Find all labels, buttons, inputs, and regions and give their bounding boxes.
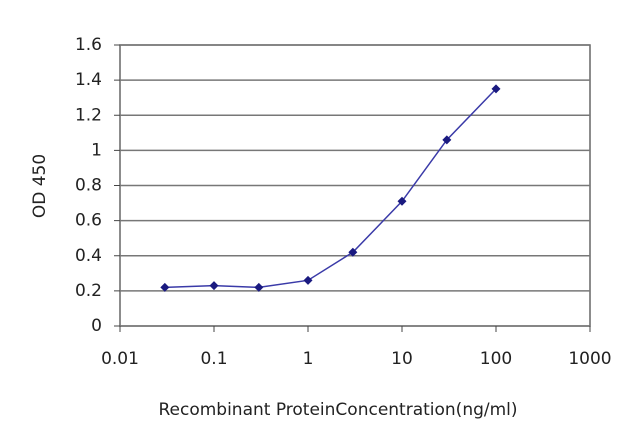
data-point — [254, 282, 264, 292]
y-tick-label: 1.4 — [75, 70, 102, 90]
y-tick-label: 1 — [91, 140, 102, 160]
data-point — [160, 282, 170, 292]
x-tick-label: 0.1 — [200, 349, 227, 369]
data-point — [442, 135, 452, 145]
x-tick-label: 1 — [303, 349, 314, 369]
y-tick-label: 0 — [91, 316, 102, 336]
y-tick-label: 0.2 — [75, 281, 102, 301]
x-tick-label: 100 — [480, 349, 512, 369]
y-tick-label: 0.4 — [75, 246, 102, 266]
data-point — [348, 247, 358, 257]
y-tick-label: 1.2 — [75, 105, 102, 125]
data-point — [209, 281, 219, 291]
x-axis-label: Recombinant ProteinConcentration(ng/ml) — [158, 400, 517, 420]
x-tick-label: 10 — [391, 349, 413, 369]
data-point — [491, 84, 501, 94]
data-point — [397, 196, 407, 206]
y-axis-label: OD 450 — [30, 154, 50, 218]
x-tick-label: 1000 — [568, 349, 611, 369]
data-point — [303, 275, 313, 285]
x-tick-label: 0.01 — [101, 349, 139, 369]
data-line — [164, 88, 497, 289]
y-tick-label: 0.6 — [75, 211, 102, 231]
y-tick-label: 0.8 — [75, 176, 102, 196]
y-tick-label: 1.6 — [75, 35, 102, 55]
